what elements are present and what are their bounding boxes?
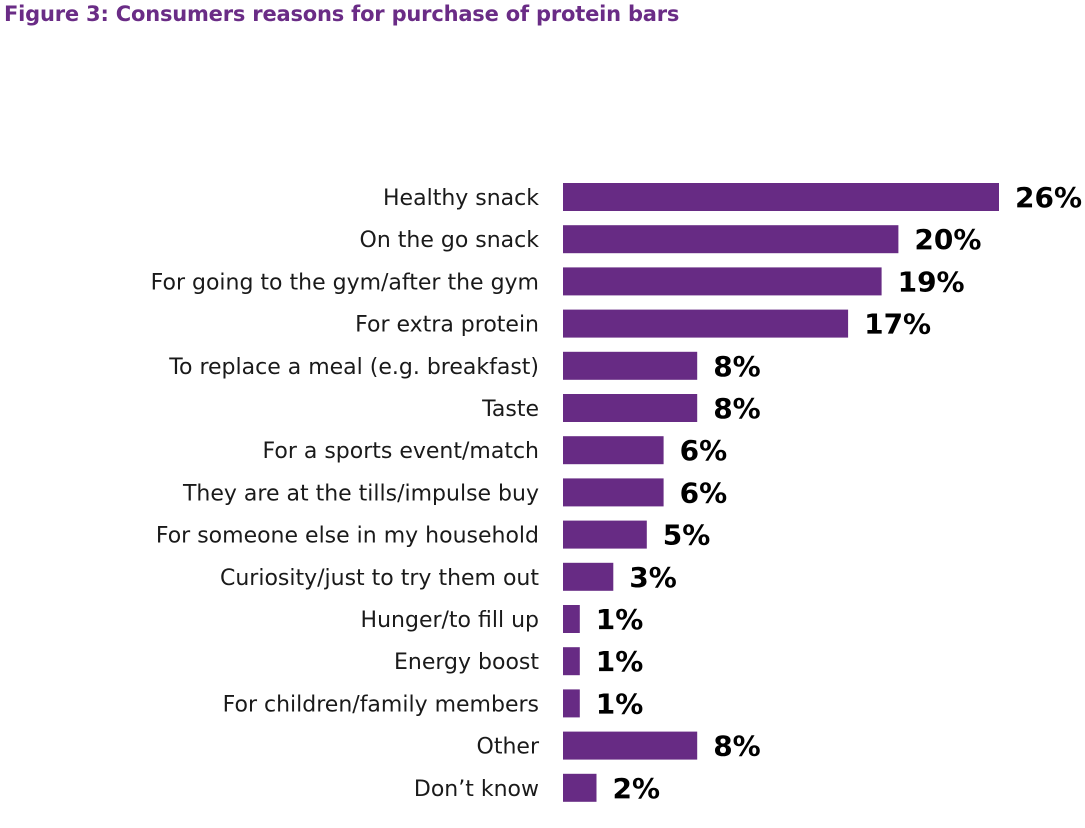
category-label: On the go snack <box>360 228 540 253</box>
bar-2 <box>563 267 882 296</box>
bar-7 <box>563 478 664 507</box>
category-label: For someone else in my household <box>156 524 539 549</box>
value-label: 17% <box>864 308 931 341</box>
value-label: 26% <box>1015 181 1082 214</box>
category-label: Curiosity/just to try them out <box>220 566 539 591</box>
bar-10 <box>563 605 580 633</box>
value-label: 1% <box>596 687 644 720</box>
bar-0 <box>563 183 999 211</box>
category-label: For a sports event/match <box>262 439 539 464</box>
category-label: To replace a meal (e.g. breakfast) <box>168 355 539 380</box>
value-label: 8% <box>713 730 761 763</box>
category-label: Healthy snack <box>383 186 539 211</box>
value-label: 2% <box>613 772 661 805</box>
value-label: 5% <box>663 519 711 552</box>
category-label: Don’t know <box>414 777 539 802</box>
value-label: 6% <box>680 434 728 467</box>
value-label: 1% <box>596 645 644 678</box>
value-label: 19% <box>898 265 965 298</box>
bar-13 <box>563 731 698 760</box>
category-label: For going to the gym/after the gym <box>151 270 539 295</box>
category-label: Hunger/to fill up <box>361 608 539 633</box>
bar-12 <box>563 689 580 718</box>
bar-11 <box>563 647 580 676</box>
category-label: They are at the tills/impulse buy <box>182 481 539 506</box>
bar-8 <box>563 520 647 549</box>
category-label: For children/family members <box>223 692 539 717</box>
value-label: 8% <box>713 350 761 383</box>
value-label: 8% <box>713 392 761 425</box>
value-labels-group: 26% 20% 19% 17% 8% 8% 6% 6% 5% 3% 1% 1% 1% 8% 2% <box>596 181 1082 805</box>
bars-group <box>563 183 999 802</box>
value-label: 1% <box>596 603 644 636</box>
bar-14 <box>563 773 597 802</box>
bar-3 <box>563 309 849 338</box>
bar-9 <box>563 562 614 591</box>
category-label: Energy boost <box>394 650 539 675</box>
value-label: 3% <box>629 561 677 594</box>
bar-4 <box>563 351 698 380</box>
bar-1 <box>563 225 899 254</box>
bar-6 <box>563 436 664 465</box>
chart-title: Figure 3: Consumers reasons for purchase… <box>4 2 680 26</box>
bar-5 <box>563 394 698 422</box>
value-label: 6% <box>680 476 728 509</box>
category-labels-group: Healthy snack On the go snack For going to… <box>151 186 540 802</box>
category-label: Other <box>477 735 540 760</box>
category-label: Taste <box>481 397 539 422</box>
category-label: For extra protein <box>355 313 539 338</box>
value-label: 20% <box>914 223 981 256</box>
